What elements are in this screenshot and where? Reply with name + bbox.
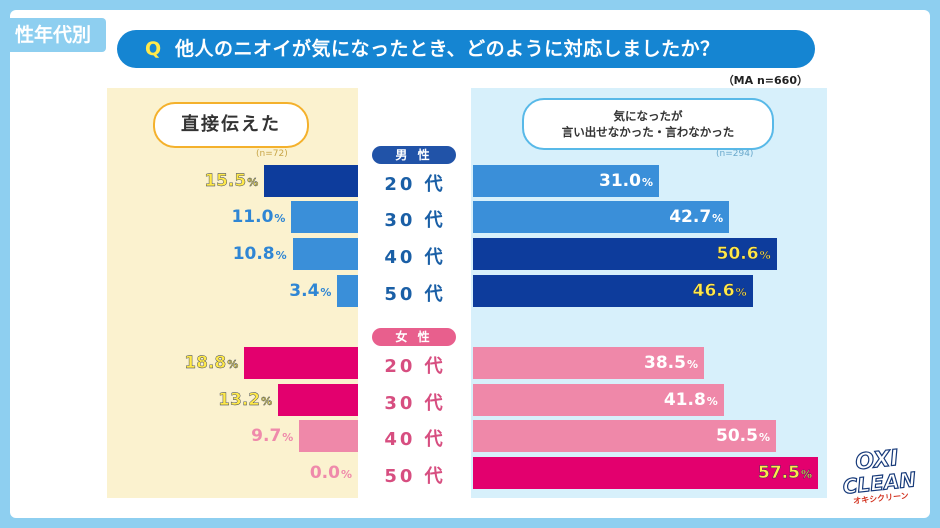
bar-right-5 [473, 347, 704, 379]
value-unit: % [274, 212, 286, 225]
value-unit: % [706, 395, 718, 408]
value-unit: % [227, 358, 239, 371]
value-unit: % [712, 212, 724, 225]
bar-left-4 [337, 275, 358, 307]
value-unit: % [641, 176, 653, 189]
value-unit: % [800, 468, 812, 481]
bar-right-7 [473, 420, 776, 452]
value-label-left-2: 11.0% [231, 207, 286, 227]
group-label-female: 女 性 [372, 328, 456, 346]
bar-left-7 [299, 420, 358, 452]
value-unit: % [686, 358, 698, 371]
value-unit: % [282, 431, 294, 444]
value-unit: % [275, 249, 287, 262]
value-label-left-7: 9.7% [251, 426, 294, 446]
value-label-left-1: 15.5% [204, 171, 259, 191]
left-series-label: 直接伝えた [153, 102, 309, 148]
value-unit: % [735, 286, 747, 299]
value-label-right-6: 41.8% [663, 390, 718, 410]
right-series-label: 気になったが 言い出せなかった・言わなかった [522, 98, 774, 150]
sample-size-note: （MA n=660） [722, 74, 808, 87]
age-label-female-3: 40 代 [384, 429, 446, 450]
bar-left-6 [278, 384, 358, 416]
value-label-right-7: 50.5% [716, 426, 770, 446]
value-label-right-1: 31.0% [599, 171, 653, 191]
age-label-male-3: 40 代 [384, 247, 446, 268]
right-series-label-line2: 言い出せなかった・言わなかった [561, 125, 735, 139]
value-unit: % [758, 431, 770, 444]
age-label-female-4: 50 代 [384, 466, 446, 487]
right-sample-size: (n=294) [716, 149, 754, 159]
oxiclean-logo: OXI CLEAN オキシクリーン [839, 445, 919, 513]
age-label-female-2: 30 代 [384, 393, 446, 414]
value-label-right-8: 57.5% [758, 463, 812, 483]
right-series-label-line1: 気になったが [613, 109, 683, 123]
value-label-right-2: 42.7% [669, 207, 724, 227]
bar-right-8 [473, 457, 818, 489]
value-unit: % [340, 468, 352, 481]
value-label-right-5: 38.5% [644, 353, 698, 373]
value-unit: % [247, 176, 259, 189]
bar-right-4 [473, 275, 753, 307]
bar-left-2 [291, 201, 358, 233]
question-text: 他人のニオイが気になったとき、どのように対応しましたか？ [175, 38, 720, 60]
value-unit: % [759, 249, 771, 262]
age-label-male-2: 30 代 [384, 210, 446, 231]
age-label-female-1: 20 代 [384, 356, 446, 377]
value-label-left-8: 0.0% [309, 463, 352, 483]
value-unit: % [261, 395, 273, 408]
segment-tag: 性年代別 [0, 18, 106, 52]
bar-right-1 [473, 165, 659, 197]
left-sample-size: (n=72) [256, 149, 288, 159]
value-unit: % [320, 286, 332, 299]
group-label-male: 男 性 [372, 146, 456, 164]
question-prefix: Q [145, 38, 162, 60]
value-label-left-5: 18.8% [184, 353, 239, 373]
age-label-male-1: 20 代 [384, 174, 446, 195]
bar-right-6 [473, 384, 724, 416]
bar-right-2 [473, 201, 730, 233]
value-label-right-3: 50.6% [716, 244, 771, 264]
value-label-left-6: 13.2% [218, 390, 273, 410]
age-label-male-4: 50 代 [384, 284, 446, 305]
bar-right-3 [473, 238, 777, 270]
bar-left-3 [292, 238, 358, 270]
value-label-left-4: 3.4% [289, 281, 332, 301]
bar-left-5 [244, 347, 358, 379]
question-banner: Q 他人のニオイが気になったとき、どのように対応しましたか？ [117, 30, 815, 68]
value-label-left-3: 10.8% [232, 244, 287, 264]
bar-left-1 [264, 165, 358, 197]
value-label-right-4: 46.6% [692, 281, 747, 301]
